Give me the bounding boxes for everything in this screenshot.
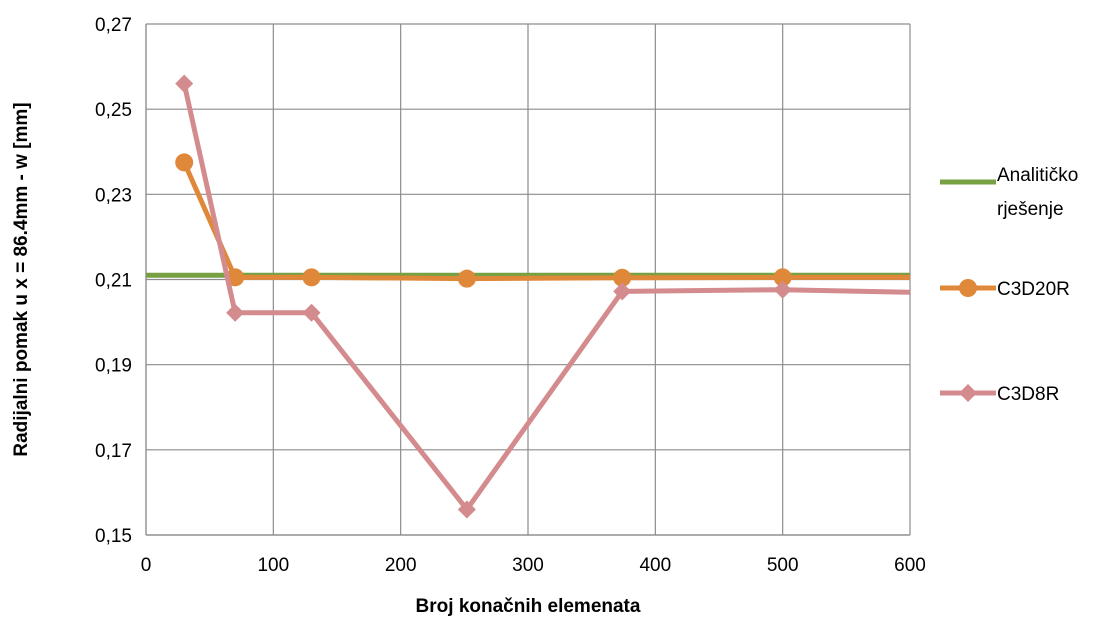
- x-tick-label-6: 600: [894, 555, 926, 576]
- legend-label-analiti-ko-rje-enje: Analitičko rješenje: [997, 165, 1078, 220]
- series-layer: [146, 74, 911, 519]
- y-tick-label-5: 0,25: [95, 100, 132, 121]
- series-line-c3d8r: [181, 83, 911, 512]
- data-point-c3d20r-3: [457, 269, 476, 288]
- y-axis-ticks: 0,15 0,17 0,19 0,21 0,23 0,25 0,27: [95, 15, 132, 547]
- data-point-c3d20r-5: [773, 268, 792, 287]
- x-tick-label-1: 100: [257, 555, 289, 576]
- data-point-c3d20r-2: [302, 268, 321, 287]
- legend-marker-c3d8r: [959, 384, 977, 402]
- x-axis-ticks: 0 100 200 300 400 500 600: [141, 555, 926, 576]
- data-point-c3d8r-0: [175, 74, 194, 93]
- series-line-c3d20r: [181, 161, 910, 282]
- data-point-c3d8r-2: [302, 303, 321, 322]
- data-point-c3d8r-5: [773, 280, 792, 299]
- plot-frame: [145, 24, 910, 536]
- x-tick-label-3: 300: [512, 555, 544, 576]
- legend-marker-c3d20r: [959, 279, 977, 297]
- data-point-c3d8r-3: [457, 500, 476, 519]
- data-point-c3d8r-4: [613, 282, 632, 301]
- y-tick-label-1: 0,17: [95, 441, 132, 462]
- x-tick-label-4: 400: [639, 555, 671, 576]
- x-axis-title: Broj konačnih elemenata: [416, 596, 641, 617]
- y-tick-label-2: 0,19: [95, 356, 132, 377]
- legend: Analitičko rješenje C3D20R C3D8R: [940, 165, 1078, 405]
- y-tick-label-6: 0,27: [95, 15, 132, 36]
- data-point-c3d20r-4: [613, 268, 632, 287]
- legend-label-c3d20r: C3D20R: [997, 279, 1070, 300]
- y-tick-label-3: 0,21: [95, 271, 132, 292]
- legend-label-c3d8r: C3D8R: [997, 384, 1059, 405]
- x-tick-label-5: 500: [767, 555, 799, 576]
- data-point-c3d8r-1: [226, 303, 245, 322]
- data-point-c3d20r-0: [175, 153, 194, 172]
- x-tick-label-0: 0: [141, 555, 152, 576]
- y-tick-label-0: 0,15: [95, 526, 132, 547]
- y-axis-title: Radijalni pomak u x = 86.4mm - w [mm]: [11, 102, 32, 456]
- y-tick-label-4: 0,23: [95, 185, 132, 206]
- x-tick-label-2: 200: [385, 555, 417, 576]
